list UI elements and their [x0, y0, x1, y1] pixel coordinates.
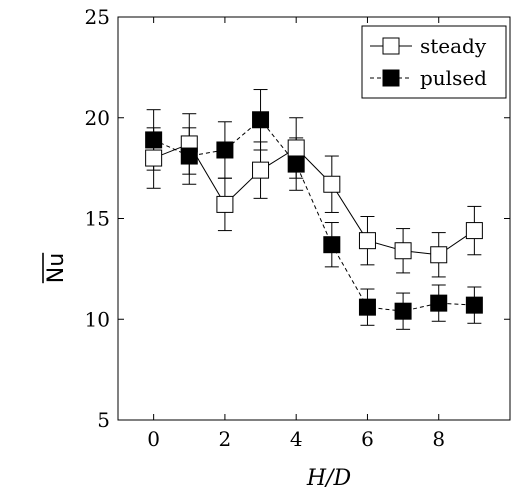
y-axis-label: Nu [44, 253, 69, 283]
data-point-pulsed [394, 302, 412, 320]
error-bars [146, 89, 482, 330]
x-tick-label: 4 [290, 427, 303, 451]
legend: steady pulsed [361, 25, 507, 99]
series-line-pulsed [153, 119, 475, 312]
data-point-pulsed [287, 155, 305, 173]
data-point-steady [394, 242, 412, 260]
tick-labels: 0 2 4 6 8 5 10 15 20 25 [85, 5, 446, 451]
series-markers [145, 111, 483, 320]
legend-marker-steady [382, 37, 400, 55]
legend-marker-pulsed [382, 69, 400, 87]
data-point-steady [358, 232, 376, 250]
axes [117, 16, 511, 421]
y-tick-label: 15 [85, 207, 110, 231]
legend-label-steady: steady [420, 34, 487, 58]
data-point-pulsed [465, 296, 483, 314]
data-point-steady [252, 161, 270, 179]
data-point-pulsed [216, 141, 234, 159]
legend-label-pulsed: pulsed [420, 66, 487, 90]
x-tick-label: 8 [432, 427, 445, 451]
data-point-steady [323, 175, 341, 193]
data-point-pulsed [430, 294, 448, 312]
y-tick-label: 20 [85, 106, 110, 130]
data-point-pulsed [323, 236, 341, 254]
data-point-pulsed [180, 147, 198, 165]
data-point-pulsed [145, 131, 163, 149]
series-line-steady [153, 143, 475, 256]
x-axis-label: H/D [306, 466, 352, 491]
x-tick-label: 0 [147, 427, 160, 451]
y-tick-label: 5 [97, 408, 110, 432]
x-tick-label: 2 [219, 427, 232, 451]
y-tick-label: 10 [85, 307, 110, 331]
series-lines [153, 119, 475, 312]
data-point-steady [430, 246, 448, 264]
data-point-pulsed [252, 111, 270, 129]
data-point-steady [465, 222, 483, 240]
data-point-pulsed [358, 298, 376, 316]
data-point-steady [145, 149, 163, 167]
data-point-steady [216, 195, 234, 213]
y-tick-label: 25 [85, 5, 110, 29]
data-point-steady [287, 139, 305, 157]
x-tick-label: 6 [361, 427, 374, 451]
